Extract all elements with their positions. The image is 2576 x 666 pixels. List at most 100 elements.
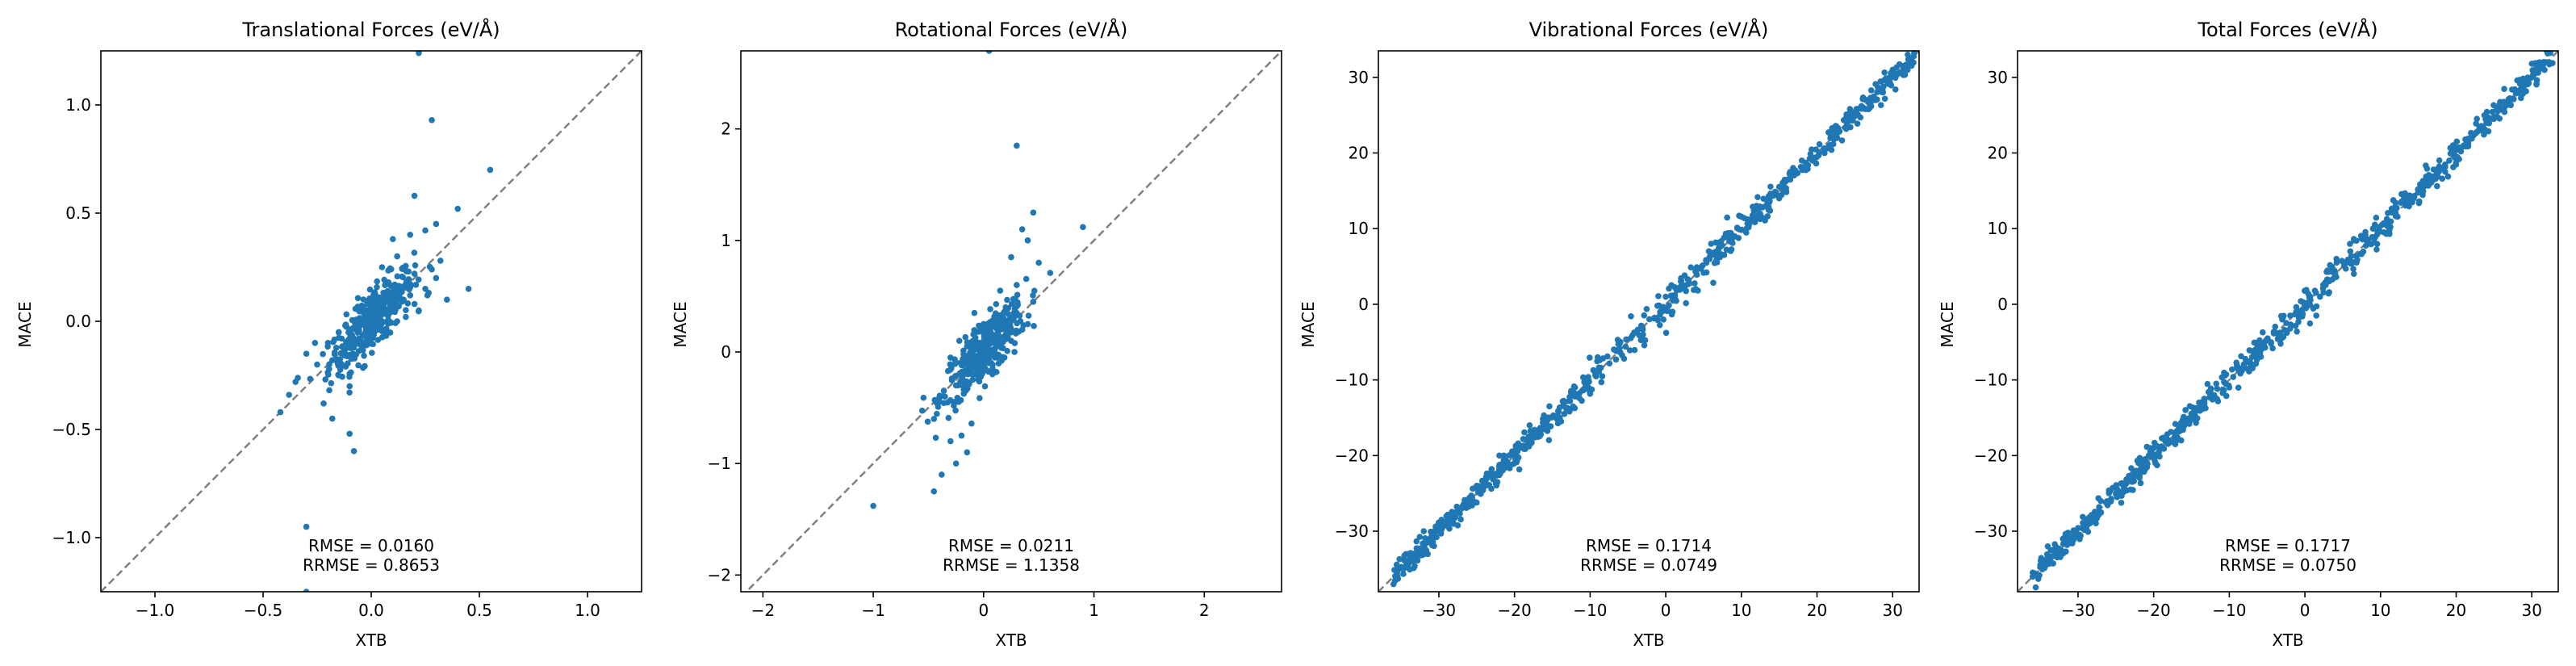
data-point [2256,346,2263,353]
data-point [326,387,332,394]
data-point [1598,379,1605,386]
x-tick-label: 30 [2521,601,2541,620]
data-point [360,364,366,371]
y-tick-label: 0 [1997,295,2008,314]
data-point [1400,571,1407,577]
data-point [960,362,968,369]
data-point [1656,321,1663,329]
data-point [1438,520,1445,526]
data-point [972,340,978,346]
data-point [999,334,1006,341]
data-point [422,227,429,234]
data-point [2398,198,2406,205]
data-point [2106,490,2113,496]
data-point [2103,498,2110,505]
data-point [981,320,987,328]
data-point [981,337,987,344]
data-point [1002,326,1009,333]
data-point [1741,215,1748,221]
data-point [374,283,380,291]
data-point [1496,471,1503,479]
data-point [1488,468,1495,475]
data-point [2444,173,2452,180]
data-point [1662,329,1670,337]
y-tick-label: −10 [1335,371,1369,390]
data-point [1655,293,1662,299]
x-tick-label: 30 [1882,601,1902,620]
data-point [969,349,976,355]
data-point [1877,102,1884,108]
data-point [368,300,374,308]
y-axis-label: MACE [1298,301,1318,347]
data-point [2434,182,2440,190]
rmse-annotation: RMSE = 0.1717 [2225,536,2351,555]
data-point [2473,129,2479,136]
data-point [387,299,394,305]
data-point [2214,398,2222,404]
data-point [1859,96,1866,103]
panel-total: Total Forces (eV/Å) MACE XTB RMSE = 0.17… [1938,18,2559,650]
data-point [370,309,376,316]
data-point [2223,371,2230,378]
data-point [2060,550,2067,557]
data-point [975,329,981,335]
data-point [2306,320,2314,327]
data-point [2032,584,2039,591]
data-point [2313,312,2320,319]
data-point [1654,303,1661,309]
data-point [2499,107,2506,113]
data-point [2449,148,2456,155]
data-point [1760,195,1767,202]
data-point [1859,105,1866,112]
x-axis-label: XTB [355,630,387,650]
data-point [1433,534,1440,541]
x-tick-label: 1 [1089,601,1099,620]
data-point [2340,262,2348,270]
data-point [2528,61,2536,67]
data-point [2173,428,2180,434]
panel-translational: Translational Forces (eV/Å) MACE XTB RMS… [15,18,642,650]
data-point [2043,551,2051,558]
data-point [1764,213,1771,220]
data-point [2129,471,2136,478]
data-point [415,276,422,283]
data-point [2496,102,2503,108]
data-point [1008,300,1015,308]
data-point [2373,214,2380,221]
data-point [2083,526,2090,533]
data-point [1464,503,1471,509]
data-point [1872,81,1879,87]
data-point [1576,395,1583,402]
data-point [1733,224,1741,231]
data-point [1597,364,1604,371]
data-point [1880,83,1887,90]
y-tick-label: 0 [1358,295,1369,314]
data-point [1892,86,1899,93]
data-point [1798,157,1805,164]
data-point [399,273,405,280]
data-point [944,399,951,406]
data-point [465,286,472,292]
data-point [346,335,353,342]
data-point [1775,183,1783,191]
data-point [374,325,381,333]
data-point [2029,573,2036,580]
data-point [412,282,420,288]
data-point [1570,392,1577,398]
data-point [1454,522,1462,529]
data-point [339,343,346,350]
data-point [411,270,418,277]
data-point [2279,316,2285,323]
data-point [1804,161,1812,169]
data-point [1807,150,1814,157]
data-point [1018,326,1026,333]
data-point [357,307,364,314]
data-point [2137,480,2144,487]
data-point [1654,316,1662,324]
data-point [1405,551,1412,557]
data-point [1535,434,1542,440]
y-axis-label: MACE [671,301,690,347]
data-point [940,387,947,394]
data-point [989,371,996,378]
data-point [328,357,336,364]
